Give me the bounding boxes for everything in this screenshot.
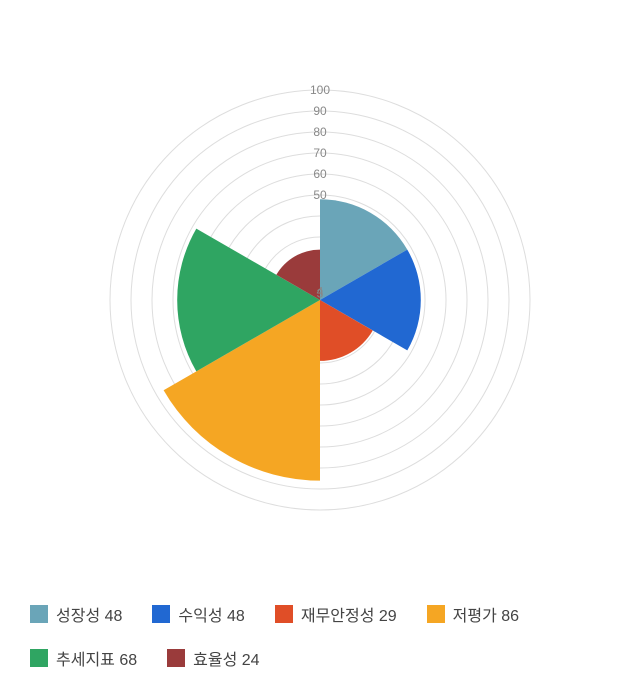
legend-swatch [152, 605, 170, 623]
legend-swatch [30, 605, 48, 623]
legend-label: 재무안정성 29 [301, 602, 397, 626]
legend-item: 수익성 48 [152, 602, 244, 626]
legend-label: 효율성 24 [193, 646, 259, 670]
axis-tick-label: 70 [313, 146, 327, 160]
axis-tick-label: 60 [313, 167, 327, 181]
axis-tick-label: 90 [313, 104, 327, 118]
axis-tick-label: 50 [313, 188, 327, 202]
polar-chart-svg: 345060708090100 [0, 0, 640, 560]
legend-item: 재무안정성 29 [275, 602, 397, 626]
legend-item: 저평가 86 [427, 602, 519, 626]
legend-swatch [30, 649, 48, 667]
legend-item: 성장성 48 [30, 602, 122, 626]
polar-chart-container: 345060708090100 성장성 48수익성 48재무안정성 29저평가 … [0, 0, 640, 700]
axis-tick-label: 80 [313, 125, 327, 139]
legend-item: 추세지표 68 [30, 646, 137, 670]
legend-item: 효율성 24 [167, 646, 259, 670]
chart-legend: 성장성 48 수익성 48 재무안정성 29 저평가 86 추세지표 68 효율성 24 [30, 602, 610, 670]
legend-label: 추세지표 68 [56, 646, 137, 670]
legend-swatch [427, 605, 445, 623]
legend-label: 성장성 48 [56, 602, 122, 626]
legend-label: 저평가 86 [453, 602, 519, 626]
axis-tick-label: 4 [317, 285, 324, 299]
legend-label: 수익성 48 [178, 602, 244, 626]
legend-swatch [167, 649, 185, 667]
legend-swatch [275, 605, 293, 623]
axis-tick-label: 100 [310, 83, 330, 97]
